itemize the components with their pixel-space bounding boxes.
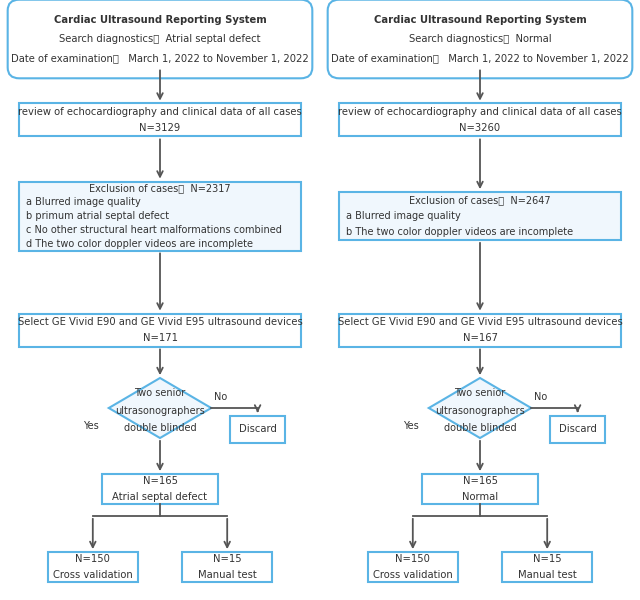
FancyBboxPatch shape (339, 103, 621, 136)
Text: ultrasonographers: ultrasonographers (115, 406, 205, 416)
Text: Two senior: Two senior (134, 388, 186, 398)
Text: Manual test: Manual test (518, 569, 577, 580)
Text: Exclusion of cases：  N=2647: Exclusion of cases： N=2647 (409, 195, 551, 205)
FancyBboxPatch shape (368, 552, 458, 582)
Text: N=15: N=15 (533, 554, 561, 565)
FancyBboxPatch shape (550, 415, 605, 443)
Text: Yes: Yes (83, 421, 99, 431)
Text: Exclusion of cases：  N=2317: Exclusion of cases： N=2317 (89, 184, 231, 193)
Text: d The two color doppler videos are incomplete: d The two color doppler videos are incom… (26, 239, 253, 248)
Text: Date of examination：   March 1, 2022 to November 1, 2022: Date of examination： March 1, 2022 to No… (331, 53, 629, 63)
Text: N=165: N=165 (143, 476, 177, 487)
Polygon shape (109, 378, 211, 438)
Text: Cross validation: Cross validation (373, 569, 452, 580)
FancyBboxPatch shape (19, 313, 301, 346)
FancyBboxPatch shape (19, 181, 301, 251)
Text: N=150: N=150 (76, 554, 110, 565)
Text: Discard: Discard (239, 424, 276, 434)
Text: Date of examination：   March 1, 2022 to November 1, 2022: Date of examination： March 1, 2022 to No… (11, 53, 309, 63)
FancyBboxPatch shape (182, 552, 272, 582)
Text: a Blurred image quality: a Blurred image quality (26, 197, 140, 207)
Text: Two senior: Two senior (454, 388, 506, 398)
Text: Search diagnostics：  Normal: Search diagnostics： Normal (409, 34, 551, 44)
Text: Discard: Discard (559, 424, 596, 434)
FancyBboxPatch shape (19, 103, 301, 136)
Text: N=171: N=171 (143, 333, 177, 343)
FancyBboxPatch shape (422, 474, 538, 504)
Text: Normal: Normal (462, 491, 498, 502)
FancyBboxPatch shape (339, 192, 621, 240)
Text: No: No (534, 392, 547, 402)
Text: double blinded: double blinded (124, 423, 196, 433)
Text: a Blurred image quality: a Blurred image quality (346, 211, 460, 221)
Text: Manual test: Manual test (198, 569, 257, 580)
Text: N=3260: N=3260 (460, 123, 500, 133)
Text: Select GE Vivid E90 and GE Vivid E95 ultrasound devices: Select GE Vivid E90 and GE Vivid E95 ult… (338, 317, 622, 327)
Text: Atrial septal defect: Atrial septal defect (113, 491, 207, 502)
FancyBboxPatch shape (102, 474, 218, 504)
Text: N=165: N=165 (463, 476, 497, 487)
Text: Cardiac Ultrasound Reporting System: Cardiac Ultrasound Reporting System (54, 15, 266, 25)
Text: N=15: N=15 (213, 554, 241, 565)
FancyBboxPatch shape (230, 415, 285, 443)
Text: No: No (214, 392, 227, 402)
Text: ultrasonographers: ultrasonographers (435, 406, 525, 416)
Text: Cross validation: Cross validation (53, 569, 132, 580)
Text: double blinded: double blinded (444, 423, 516, 433)
FancyBboxPatch shape (502, 552, 592, 582)
Text: N=150: N=150 (396, 554, 430, 565)
Text: Cardiac Ultrasound Reporting System: Cardiac Ultrasound Reporting System (374, 15, 586, 25)
FancyBboxPatch shape (48, 552, 138, 582)
Text: review of echocardiography and clinical data of all cases: review of echocardiography and clinical … (338, 107, 622, 117)
FancyBboxPatch shape (339, 313, 621, 346)
Text: Yes: Yes (403, 421, 419, 431)
Text: b The two color doppler videos are incomplete: b The two color doppler videos are incom… (346, 227, 573, 237)
Text: N=167: N=167 (463, 333, 497, 343)
Polygon shape (429, 378, 531, 438)
Text: N=3129: N=3129 (140, 123, 180, 133)
FancyBboxPatch shape (8, 0, 312, 78)
Text: b primum atrial septal defect: b primum atrial septal defect (26, 211, 169, 221)
FancyBboxPatch shape (328, 0, 632, 78)
Text: Select GE Vivid E90 and GE Vivid E95 ultrasound devices: Select GE Vivid E90 and GE Vivid E95 ult… (18, 317, 302, 327)
Text: Search diagnostics：  Atrial septal defect: Search diagnostics： Atrial septal defect (60, 34, 260, 44)
Text: review of echocardiography and clinical data of all cases: review of echocardiography and clinical … (18, 107, 302, 117)
Text: c No other structural heart malformations combined: c No other structural heart malformation… (26, 225, 282, 235)
